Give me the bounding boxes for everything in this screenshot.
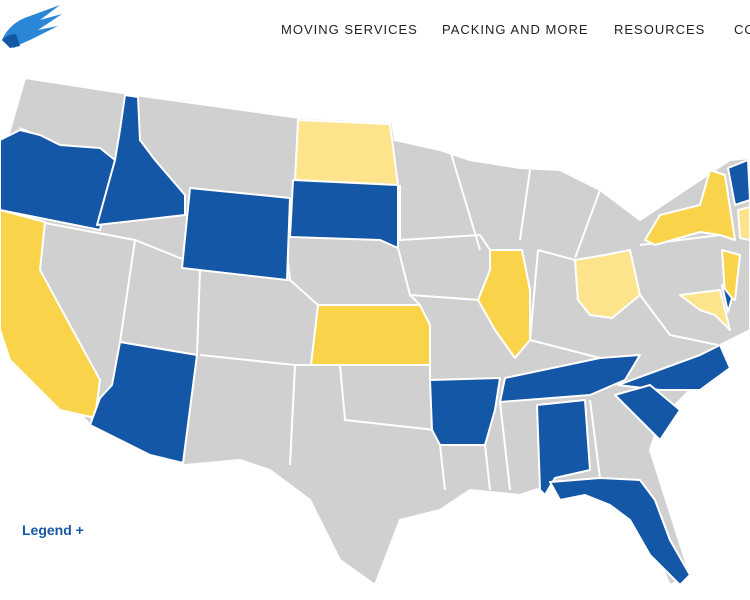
states — [0, 94, 750, 586]
arizona — [89, 341, 198, 464]
arkansas — [429, 377, 501, 446]
illinois — [477, 249, 531, 359]
idaho — [96, 94, 186, 226]
new-york — [644, 169, 736, 246]
delaware — [721, 284, 733, 313]
wyoming — [181, 187, 291, 281]
florida — [549, 477, 691, 586]
massachusetts — [737, 206, 750, 241]
maryland — [679, 289, 731, 331]
north-carolina — [617, 344, 731, 391]
vermont — [727, 159, 750, 206]
north-dakota — [294, 119, 399, 186]
ohio — [574, 249, 641, 319]
south-dakota — [289, 179, 399, 249]
logo[interactable] — [2, 5, 62, 48]
kansas — [310, 304, 431, 366]
nav-item[interactable]: MOVING SERVICES — [281, 22, 418, 37]
nav-item[interactable]: RESOURCES — [614, 22, 706, 37]
alabama — [536, 399, 591, 496]
south-carolina — [614, 384, 681, 441]
oregon — [0, 129, 116, 231]
new-jersey — [721, 249, 741, 301]
tennessee — [499, 354, 641, 403]
nav-item[interactable]: PACKING AND MORE — [442, 22, 589, 37]
nav-item[interactable]: CO — [734, 22, 750, 37]
legend-toggle[interactable]: Legend + — [22, 522, 84, 538]
